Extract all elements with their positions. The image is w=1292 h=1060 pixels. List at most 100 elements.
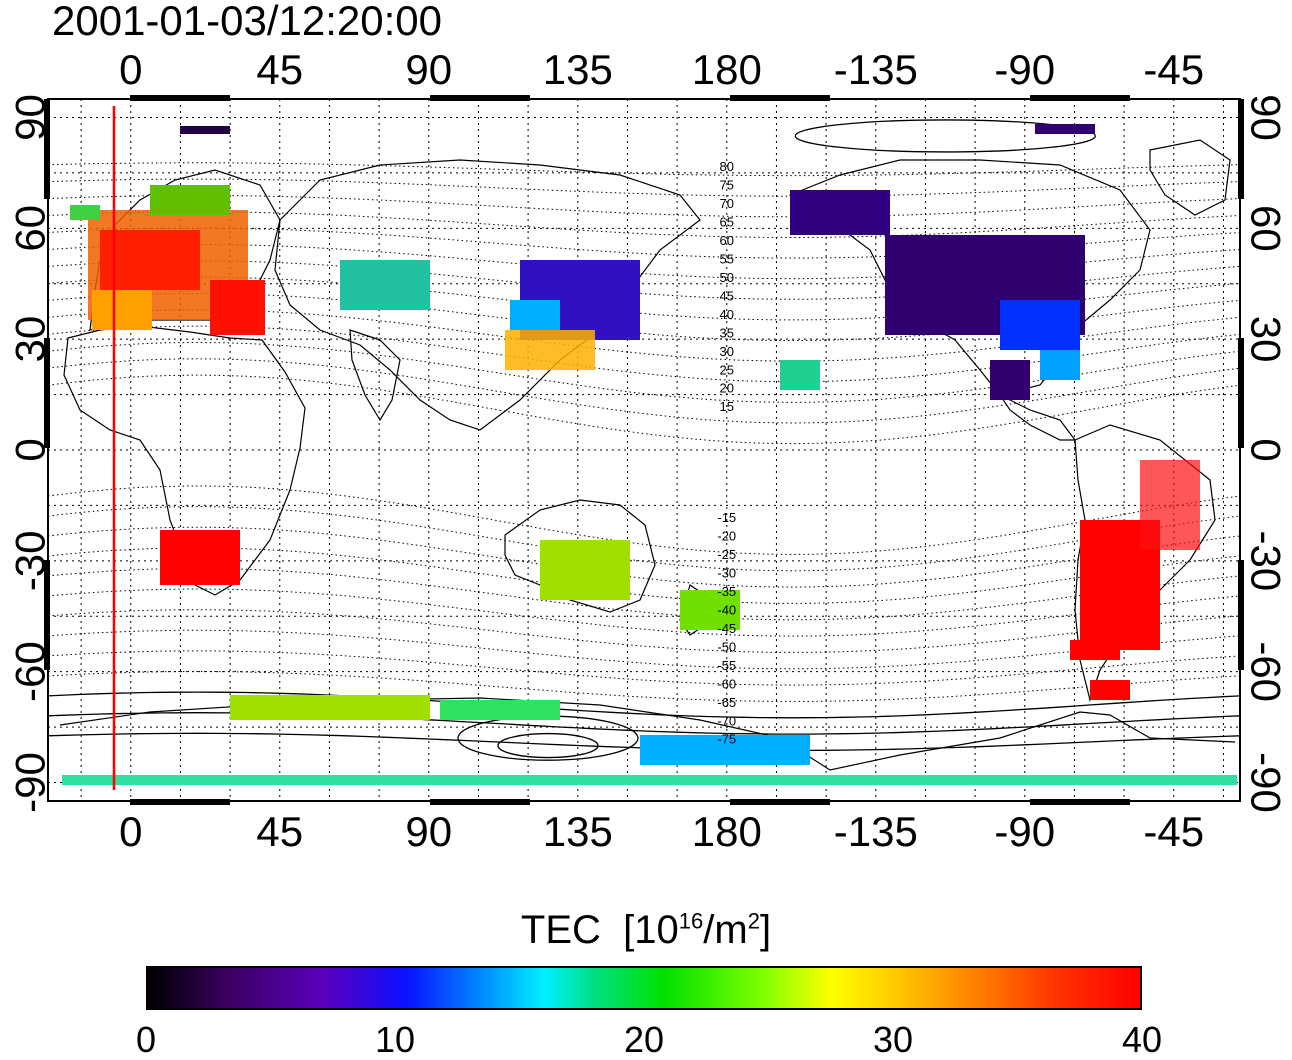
- y-tick-label-right: -30: [1243, 530, 1290, 591]
- y-tick-label-right: 30: [1243, 316, 1290, 363]
- y-tick-label-left: 60: [7, 205, 54, 252]
- mlat-label: -20: [717, 529, 736, 544]
- tec-map: 0 45 90 135 180 -135 -90 -45 0 45 90 135 180 -135 -90…: [7, 46, 1290, 855]
- x-tick-label-bottom: 90: [405, 808, 452, 855]
- mlat-label: 15: [720, 399, 734, 414]
- mlat-label: -40: [717, 602, 736, 617]
- colorbar-title-text: TEC: [520, 908, 601, 952]
- mlat-label: -65: [717, 695, 736, 710]
- x-tick-label-top: -90: [994, 46, 1055, 93]
- y-tick-label-right: 90: [1243, 94, 1290, 141]
- mlat-contour: [47, 691, 1241, 719]
- x-tick-label-top: -45: [1143, 46, 1204, 93]
- mlat-label: -55: [717, 658, 736, 673]
- x-tick-label-top: 135: [543, 46, 613, 93]
- y-tick-label-right: 60: [1243, 205, 1290, 252]
- colorbar-title: TEC [1016/m2]: [0, 905, 1292, 955]
- y-tick-label-left: -60: [7, 641, 54, 702]
- mlat-label: 80: [720, 159, 734, 174]
- x-tick-label-bottom: -45: [1143, 808, 1204, 855]
- mlat-contour: [47, 526, 1241, 588]
- tec-observations: [62, 124, 1237, 785]
- mlat-label: 25: [720, 362, 734, 377]
- x-tick-label-bottom: -90: [994, 808, 1055, 855]
- y-tick-label-right: -90: [1243, 752, 1290, 813]
- colorbar-tick-label: 40: [1121, 1019, 1163, 1060]
- mlat-contour: [47, 629, 1241, 670]
- mlat-contour: [47, 358, 1241, 424]
- colorbar-unit-exponent: 16: [678, 908, 704, 934]
- mlat-label: 30: [720, 344, 734, 359]
- mlat-label: 50: [720, 270, 734, 285]
- coast-central-america: [998, 393, 1077, 441]
- mlat-label: -45: [717, 621, 736, 636]
- coast-australia: [504, 499, 656, 613]
- colorbar-tick-label: 10: [374, 1019, 416, 1060]
- x-tick-label-top: -135: [834, 46, 918, 93]
- mlat-label: -25: [717, 547, 736, 562]
- mlat-label: -60: [717, 676, 736, 691]
- colorbar: [146, 966, 1142, 1010]
- mlat-contour: [47, 374, 1241, 445]
- colorbar-unit-open: [10: [623, 908, 679, 952]
- x-tick-label-bottom: -135: [834, 808, 918, 855]
- colorbar-unit-exponent-2: 2: [747, 908, 760, 934]
- y-tick-label-left: 90: [7, 94, 54, 141]
- mlat-label: -30: [717, 565, 736, 580]
- x-tick-label-top: 90: [405, 46, 452, 93]
- mlat-label: -50: [717, 639, 736, 654]
- frame-ticks: [44, 95, 1244, 805]
- y-tick-label-right: 0: [1243, 438, 1290, 461]
- mlat-label: 20: [720, 381, 734, 396]
- mlat-contour: [47, 588, 1241, 637]
- mlat-label: -35: [717, 584, 736, 599]
- y-tick-label-right: -60: [1243, 641, 1290, 702]
- mlat-contour: [47, 341, 1241, 403]
- mlat-label: 40: [720, 307, 734, 322]
- colorbar-tick-label: 20: [623, 1019, 665, 1060]
- mlat-contour: [47, 195, 1241, 218]
- y-tick-label-left: 30: [7, 316, 54, 363]
- y-tick-label-left: 0: [7, 438, 54, 461]
- x-tick-label-bottom: 0: [119, 808, 142, 855]
- x-tick-label-top: 180: [692, 46, 762, 93]
- mlat-label: -70: [717, 713, 736, 728]
- colorbar-tick-label: 30: [872, 1019, 914, 1060]
- mlat-label: 45: [720, 288, 734, 303]
- mlat-contour: [47, 650, 1241, 686]
- mlat-label: -75: [717, 732, 736, 747]
- x-tick-labels-top: 0 45 90 135 180 -135 -90 -45: [119, 46, 1204, 93]
- x-tick-label-top: 45: [256, 46, 303, 93]
- coast-india: [349, 329, 401, 422]
- mlat-label: 35: [720, 325, 734, 340]
- y-tick-label-left: -90: [7, 752, 54, 813]
- mlat-contour: [47, 567, 1241, 621]
- mlat-contour-north-pole: [794, 119, 1096, 153]
- coast-greenland: [1149, 139, 1231, 216]
- x-tick-label-bottom: 180: [692, 808, 762, 855]
- mlat-contour: [47, 547, 1241, 604]
- y-tick-labels-left: 90 60 30 0 -30 -60 -90: [7, 94, 54, 813]
- y-tick-label-left: -30: [7, 530, 54, 591]
- mlat-label: 55: [720, 251, 734, 266]
- x-tick-label-bottom: 135: [543, 808, 613, 855]
- mlat-contour-south-pole-inner: [497, 732, 599, 759]
- x-tick-label-bottom: 45: [256, 808, 303, 855]
- mlat-label: 65: [720, 214, 734, 229]
- mlat-label: 60: [720, 233, 734, 248]
- mlat-contour: [47, 178, 1241, 197]
- magnetic-latitude-labels: 80 75 70 65 60 55 50 45 40 35 30 25 20 15 -15 -20 -25 -30…: [717, 159, 736, 747]
- mlat-contour: [47, 671, 1241, 702]
- colorbar-unit-close: ]: [759, 908, 772, 952]
- y-tick-labels-right: 90 60 30 0 -30 -60 -90: [1243, 94, 1290, 813]
- mlat-label: 70: [720, 196, 734, 211]
- x-tick-labels-bottom: 0 45 90 135 180 -135 -90 -45: [119, 808, 1204, 855]
- mlat-contour: [47, 609, 1241, 653]
- mlat-label: 75: [720, 178, 734, 193]
- mlat-contour: [47, 485, 1241, 555]
- colorbar-tick-label: 0: [135, 1019, 157, 1060]
- colorbar-unit-per: /m: [703, 908, 748, 952]
- mlat-label: -15: [717, 510, 736, 525]
- mlat-contour: [47, 506, 1241, 572]
- x-tick-label-top: 0: [119, 46, 142, 93]
